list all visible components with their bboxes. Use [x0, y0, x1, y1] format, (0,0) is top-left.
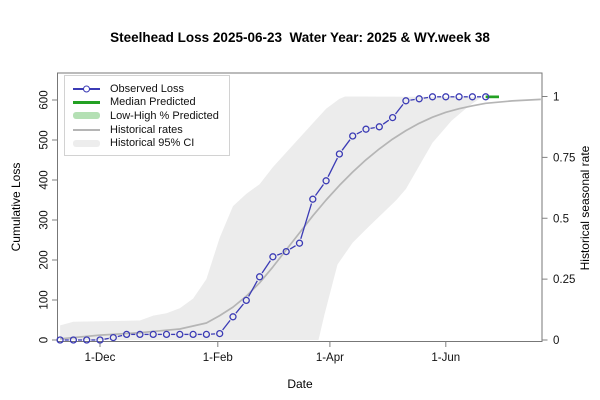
observed-loss-point — [375, 123, 383, 131]
historical-rates-swatch — [73, 128, 100, 131]
observed-loss-point — [162, 330, 171, 339]
observed-loss-point — [242, 296, 250, 305]
median-predicted-swatch — [73, 100, 100, 104]
historical-rates-line — [60, 98, 541, 340]
observed-loss-swatch — [73, 85, 100, 93]
historical-ci-area — [60, 96, 482, 340]
low-high-band-swatch — [73, 112, 100, 120]
y-left-tick-label: 600 — [39, 90, 51, 109]
x-tick-label: 1-Apr — [316, 352, 344, 364]
y-axis-label-left: Cumulative Loss — [9, 162, 23, 252]
observed-loss-point — [269, 253, 277, 261]
observed-loss-point — [388, 113, 397, 122]
observed-loss-point — [69, 336, 78, 344]
observed-loss-point — [362, 125, 370, 133]
observed-loss-point — [309, 195, 317, 203]
observed-loss-point — [96, 336, 104, 344]
y-left-tick-label: 200 — [39, 250, 51, 269]
observed-loss-point — [335, 150, 344, 158]
marker-circle-icon — [83, 85, 90, 93]
legend-label: Historical 95% CI — [110, 137, 195, 150]
observed-loss-series — [56, 93, 490, 344]
observed-loss-point — [189, 330, 197, 339]
observed-loss-point — [295, 239, 304, 247]
observed-loss-point — [202, 330, 211, 339]
observed-loss-point — [468, 93, 477, 101]
x-tick-label: 1-Jun — [431, 352, 460, 364]
observed-loss-point — [349, 132, 357, 140]
y-right-tick-label: 0.25 — [553, 274, 575, 286]
x-tick-label: 1-Dec — [85, 352, 116, 364]
legend-label: Observed Loss — [110, 82, 184, 95]
observed-loss-point — [322, 177, 330, 185]
y-left-tick-label: 300 — [39, 210, 51, 229]
legend-label: Historical rates — [110, 123, 183, 136]
observed-loss-point — [428, 93, 437, 101]
y-right-tick-label: 0.75 — [553, 152, 575, 164]
observed-loss-point — [176, 330, 184, 339]
observed-loss-point — [482, 93, 490, 101]
observed-loss-point — [229, 313, 237, 321]
y-left-tick-label: 400 — [39, 170, 51, 189]
y-axis-label-right: Historical seasonal rate — [578, 145, 592, 271]
observed-loss-point — [56, 336, 64, 344]
legend-item-median-predicted: Median Predicted — [73, 96, 221, 110]
y-left-tick-label: 0 — [39, 337, 51, 343]
legend-item-low-high-predicted: Low-High % Predicted — [73, 109, 221, 123]
y-right-tick-label: 0 — [553, 335, 559, 347]
observed-loss-point — [442, 93, 450, 101]
observed-loss-point — [455, 93, 463, 101]
legend-item-observed-loss: Observed Loss — [73, 82, 221, 96]
observed-loss-point — [282, 247, 290, 256]
axes: 1-Dec 1-Feb 1-Apr 1-Jun 0 100 200 300 400 500 600 0… — [39, 72, 575, 364]
observed-loss-point — [83, 336, 91, 344]
observed-loss-point — [402, 97, 410, 105]
legend-item-historical-rates: Historical rates — [73, 123, 221, 137]
x-axis-label: Date — [287, 377, 313, 391]
observed-loss-point — [415, 95, 423, 103]
y-right-tick-label: 1 — [553, 92, 559, 104]
y-right-tick-label: 0.5 — [553, 213, 569, 225]
observed-loss-point — [255, 273, 264, 281]
legend: Observed Loss Median Predicted Low-High … — [64, 75, 230, 156]
observed-loss-point — [109, 333, 117, 342]
chart-title: Steelhead Loss 2025-06-23 Water Year: 20… — [110, 30, 490, 45]
historical-ci-swatch — [73, 139, 100, 147]
observed-loss-point — [149, 330, 157, 339]
y-left-tick-label: 500 — [39, 130, 51, 149]
observed-loss-point — [136, 330, 144, 339]
legend-item-historical-ci: Historical 95% CI — [73, 136, 221, 150]
y-left-tick-label: 100 — [39, 290, 51, 309]
observed-loss-point — [216, 329, 224, 338]
observed-loss-point — [122, 330, 131, 339]
legend-label: Low-High % Predicted — [110, 109, 219, 122]
legend-label: Median Predicted — [110, 96, 196, 109]
x-tick-label: 1-Feb — [203, 352, 233, 364]
